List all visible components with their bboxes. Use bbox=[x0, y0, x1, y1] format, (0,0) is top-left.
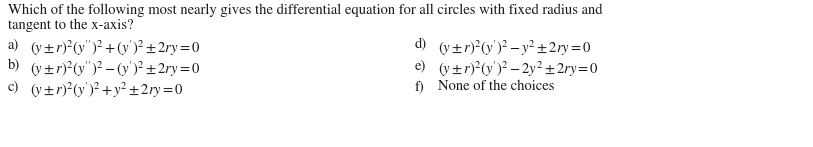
Text: e): e) bbox=[415, 59, 426, 72]
Text: $(y\pm r)^2(y^{\prime})^2 - 2y^2 \pm 2ry = 0$: $(y\pm r)^2(y^{\prime})^2 - 2y^2 \pm 2ry… bbox=[438, 59, 599, 79]
Text: $(y\pm r)^2(y^{\prime})^2 + y^2 \pm 2ry = 0$: $(y\pm r)^2(y^{\prime})^2 + y^2 \pm 2ry … bbox=[30, 80, 184, 100]
Text: tangent to the x-axis?: tangent to the x-axis? bbox=[8, 19, 133, 32]
Text: b): b) bbox=[8, 59, 20, 72]
Text: $(y\pm r)^2(y^{\prime\prime})^2 + (y^{\prime})^2 \pm 2ry = 0$: $(y\pm r)^2(y^{\prime\prime})^2 + (y^{\p… bbox=[30, 38, 200, 58]
Text: Which of the following most nearly gives the differential equation for all circl: Which of the following most nearly gives… bbox=[8, 4, 602, 17]
Text: a): a) bbox=[8, 38, 20, 51]
Text: d): d) bbox=[415, 38, 427, 51]
Text: f): f) bbox=[415, 80, 424, 93]
Text: $(y\pm r)^2(y^{\prime})^2 - y^2 \pm 2ry = 0$: $(y\pm r)^2(y^{\prime})^2 - y^2 \pm 2ry … bbox=[438, 38, 592, 58]
Text: None of the choices: None of the choices bbox=[438, 80, 554, 93]
Text: $(y\pm r)^2(y^{\prime\prime})^2 - (y^{\prime})^2 \pm 2ry = 0$: $(y\pm r)^2(y^{\prime\prime})^2 - (y^{\p… bbox=[30, 59, 200, 79]
Text: c): c) bbox=[8, 80, 20, 93]
